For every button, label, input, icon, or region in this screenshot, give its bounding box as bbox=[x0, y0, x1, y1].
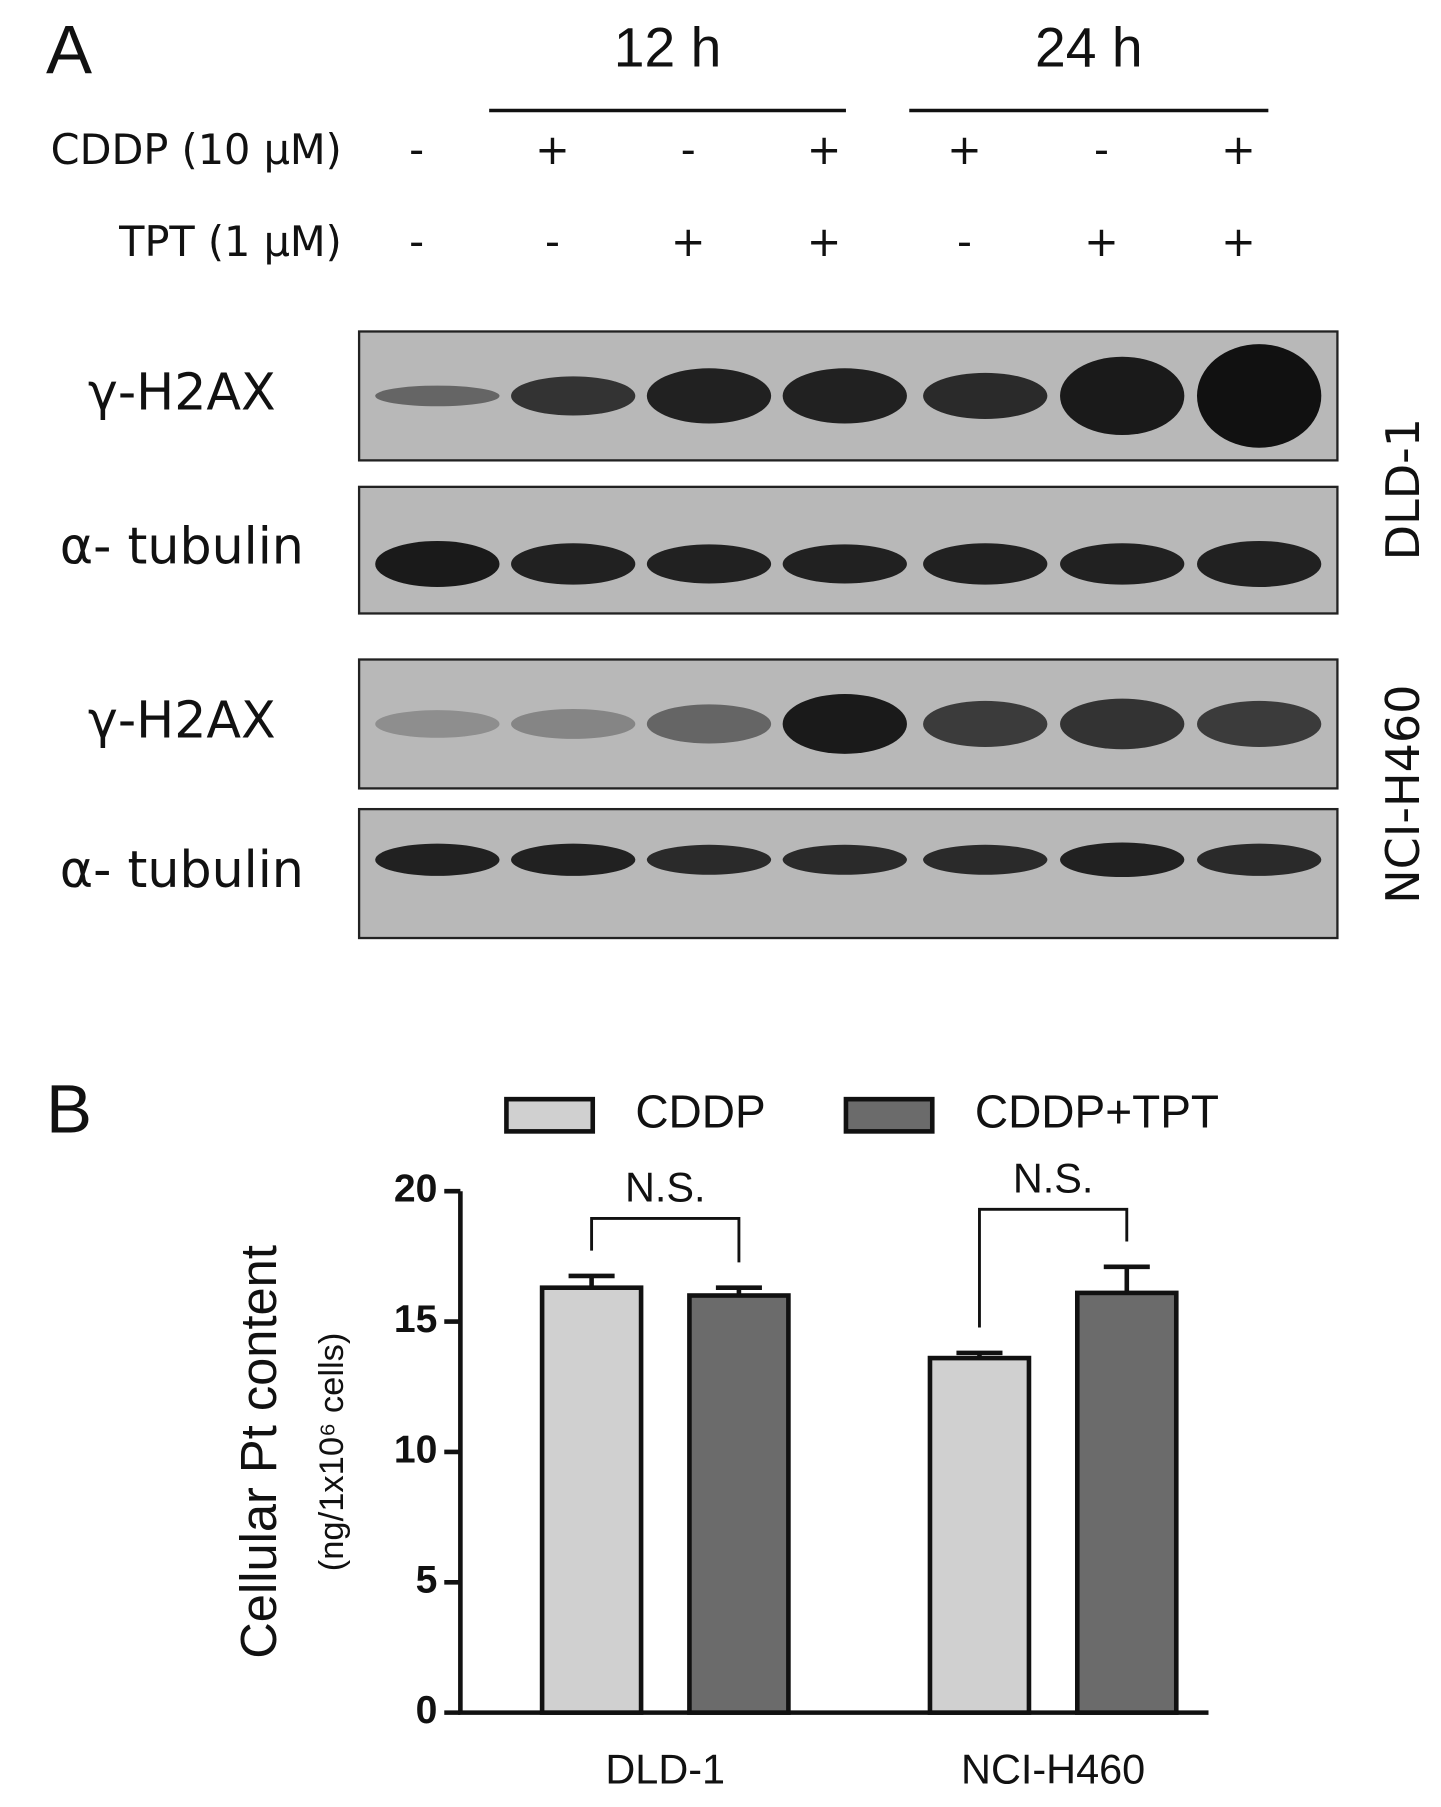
band bbox=[1060, 543, 1185, 585]
band bbox=[923, 844, 1048, 875]
treatment-sign: - bbox=[409, 218, 424, 266]
treatment-sign: - bbox=[545, 218, 560, 266]
time-point: 12 h bbox=[614, 16, 722, 78]
band bbox=[923, 700, 1048, 747]
panel-label: A bbox=[46, 10, 92, 88]
band bbox=[1060, 356, 1185, 436]
legend-swatch bbox=[843, 1096, 935, 1134]
y-axis-title: Cellular Pt content bbox=[230, 1245, 287, 1659]
treatment-label: TPT (1 μM) bbox=[118, 218, 342, 266]
treatment-label: CDDP (10 μM) bbox=[51, 126, 342, 174]
treatment-sign: + bbox=[535, 126, 570, 174]
legend-label: CDDP+TPT bbox=[975, 1085, 1219, 1137]
treatment-sign: + bbox=[947, 126, 982, 174]
significance-bracket bbox=[978, 1207, 1129, 1328]
treatment-sign: - bbox=[1094, 126, 1109, 174]
band bbox=[1196, 700, 1322, 747]
band bbox=[646, 704, 772, 744]
band bbox=[511, 376, 636, 416]
legend-label: CDDP bbox=[635, 1085, 765, 1137]
blot-label: α- tubulin bbox=[60, 517, 304, 576]
band bbox=[511, 543, 636, 585]
band bbox=[375, 540, 500, 587]
treatment-sign: + bbox=[671, 218, 706, 266]
band bbox=[1196, 344, 1322, 448]
treatment-sign: - bbox=[957, 218, 972, 266]
band bbox=[375, 843, 500, 876]
band bbox=[923, 543, 1048, 585]
band bbox=[646, 844, 772, 875]
y-tick-label: 5 bbox=[416, 1559, 438, 1602]
band bbox=[782, 544, 907, 584]
treatment-sign: + bbox=[1084, 218, 1119, 266]
cell-line-label: DLD-1 bbox=[1376, 418, 1430, 560]
treatment-sign: - bbox=[409, 126, 424, 174]
band bbox=[782, 844, 907, 875]
blot-label: γ-H2AX bbox=[88, 362, 276, 421]
band bbox=[646, 544, 772, 584]
cell-line-label: NCI-H460 bbox=[1376, 685, 1430, 904]
blot-label: γ-H2AX bbox=[88, 690, 276, 749]
annotation: N.S. bbox=[625, 1164, 706, 1211]
band bbox=[1060, 698, 1185, 750]
bar bbox=[539, 1285, 644, 1715]
band bbox=[375, 385, 500, 407]
x-tick-label: DLD-1 bbox=[605, 1745, 725, 1792]
treatment-sign: - bbox=[681, 126, 696, 174]
y-tick-label: 10 bbox=[394, 1428, 438, 1471]
band bbox=[511, 843, 636, 876]
y-tick-label: 0 bbox=[416, 1689, 438, 1732]
treatment-sign: + bbox=[1221, 218, 1256, 266]
bar bbox=[1074, 1290, 1179, 1715]
bar bbox=[927, 1355, 1032, 1715]
band bbox=[923, 372, 1048, 419]
band bbox=[511, 708, 636, 739]
time-point: 24 h bbox=[1035, 16, 1143, 78]
x-tick-label: NCI-H460 bbox=[961, 1745, 1145, 1792]
band bbox=[782, 694, 907, 754]
band bbox=[782, 368, 907, 424]
annotation: N.S. bbox=[1013, 1155, 1094, 1202]
y-tick-label: 20 bbox=[394, 1168, 438, 1211]
treatment-sign: + bbox=[1221, 126, 1256, 174]
panel-label: B bbox=[46, 1069, 92, 1147]
band bbox=[1196, 843, 1322, 876]
band bbox=[646, 368, 772, 424]
band bbox=[1060, 842, 1185, 878]
bar bbox=[687, 1293, 791, 1715]
treatment-sign: + bbox=[807, 218, 842, 266]
y-axis-units: (ng/1x10⁶ cells) bbox=[313, 1333, 351, 1572]
blot-label: α- tubulin bbox=[60, 840, 304, 899]
legend-swatch bbox=[504, 1096, 596, 1134]
treatment-sign: + bbox=[807, 126, 842, 174]
significance-bracket bbox=[590, 1216, 741, 1263]
band bbox=[375, 710, 500, 738]
band bbox=[1196, 540, 1322, 587]
y-tick-label: 15 bbox=[394, 1298, 438, 1341]
